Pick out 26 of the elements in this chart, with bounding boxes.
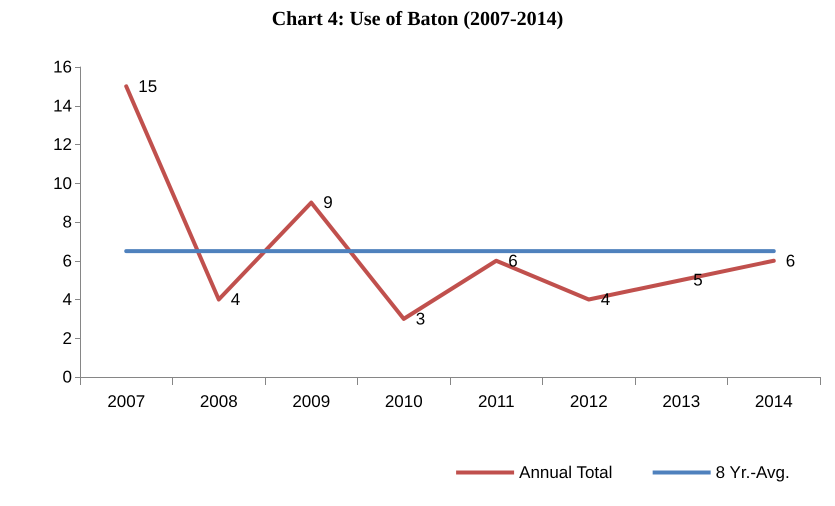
x-tick-label: 2007 <box>107 392 146 411</box>
y-tick-label: 16 <box>53 58 72 76</box>
x-tick-label: 2013 <box>662 392 700 411</box>
legend-label: 8 Yr.-Avg. <box>716 463 790 482</box>
data-label: 6 <box>786 251 796 270</box>
chart-title: Chart 4: Use of Baton (2007-2014) <box>272 8 564 30</box>
x-tick-label: 2011 <box>478 392 515 411</box>
legend-label: Annual Total <box>519 463 612 482</box>
data-label: 9 <box>323 193 333 212</box>
data-label: 15 <box>138 76 158 96</box>
data-label: 3 <box>416 309 426 328</box>
y-tick-label: 14 <box>53 96 72 116</box>
y-tick-label: 6 <box>62 251 72 270</box>
y-tick-label: 0 <box>62 368 72 386</box>
data-label: 6 <box>508 251 518 270</box>
y-tick-label: 4 <box>62 290 72 309</box>
x-tick-label: 2010 <box>384 392 423 411</box>
x-tick-label: 2008 <box>200 392 238 411</box>
y-tick-label: 12 <box>53 135 72 154</box>
x-tick-label: 2014 <box>754 392 793 411</box>
y-tick-label: 8 <box>62 212 72 232</box>
data-label: 4 <box>230 290 240 309</box>
y-tick-label: 10 <box>53 174 72 193</box>
x-tick-label: 2009 <box>292 392 330 411</box>
y-tick-label: 2 <box>62 328 72 348</box>
x-tick-label: 2012 <box>570 392 608 411</box>
